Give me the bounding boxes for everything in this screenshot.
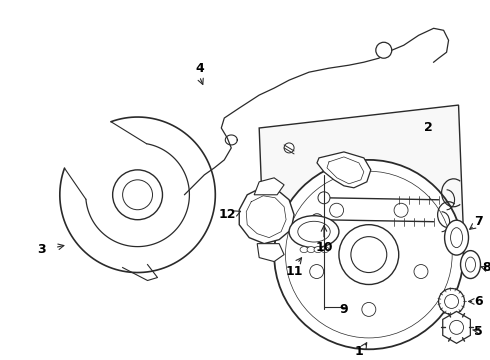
Ellipse shape (321, 247, 329, 253)
Text: 8: 8 (482, 261, 490, 274)
Circle shape (330, 203, 343, 217)
Circle shape (394, 203, 408, 217)
Circle shape (362, 302, 376, 316)
Polygon shape (254, 178, 284, 195)
Circle shape (122, 180, 152, 210)
Ellipse shape (466, 257, 475, 272)
Text: 11: 11 (285, 265, 303, 278)
Circle shape (339, 225, 399, 284)
Circle shape (113, 170, 163, 220)
Polygon shape (317, 152, 371, 188)
Text: 4: 4 (195, 62, 204, 75)
Polygon shape (443, 311, 470, 343)
Polygon shape (239, 188, 294, 244)
Text: 10: 10 (315, 241, 333, 254)
Text: 5: 5 (474, 325, 483, 338)
Text: 1: 1 (354, 345, 363, 358)
Circle shape (351, 237, 387, 273)
Text: 12: 12 (219, 208, 236, 221)
Circle shape (318, 192, 330, 204)
Circle shape (311, 214, 323, 226)
Circle shape (414, 265, 428, 279)
Ellipse shape (314, 247, 322, 253)
Ellipse shape (444, 220, 468, 255)
Ellipse shape (298, 221, 330, 242)
Text: 7: 7 (474, 215, 483, 228)
Circle shape (284, 143, 294, 153)
Text: 2: 2 (424, 121, 433, 135)
Circle shape (450, 320, 464, 334)
Circle shape (310, 265, 324, 279)
Ellipse shape (451, 228, 463, 248)
Polygon shape (257, 244, 284, 262)
Circle shape (439, 288, 465, 314)
Ellipse shape (300, 247, 308, 253)
Ellipse shape (461, 251, 481, 279)
Text: 6: 6 (474, 295, 483, 308)
Circle shape (444, 294, 459, 309)
Ellipse shape (289, 216, 339, 248)
Circle shape (286, 171, 452, 338)
Text: 3: 3 (38, 243, 46, 256)
Circle shape (376, 42, 392, 58)
Circle shape (274, 160, 464, 349)
Ellipse shape (307, 247, 315, 253)
Polygon shape (259, 105, 464, 258)
Text: 9: 9 (340, 303, 348, 316)
